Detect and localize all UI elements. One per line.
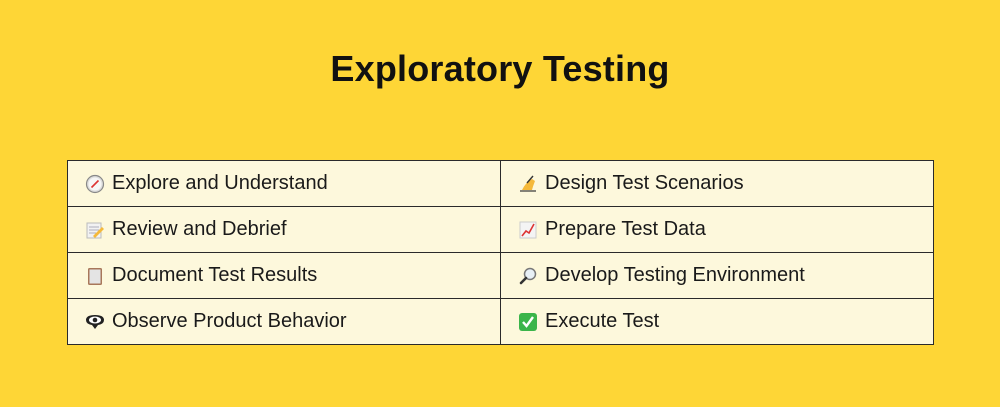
cell-label: Execute Test [545,310,660,332]
chart-increasing-icon [518,220,538,240]
table-cell: Review and Debrief [67,206,501,253]
cell-label: Develop Testing Environment [545,264,805,286]
table-cell: Prepare Test Data [500,206,934,253]
memo-icon [85,220,105,240]
table-cell: Document Test Results [67,252,501,299]
cell-label: Document Test Results [112,264,318,286]
clipboard-icon [85,266,105,286]
magnifying-glass-icon [518,266,538,286]
table-cell: Design Test Scenarios [500,160,934,207]
table-row: Document Test Results Develop Testing En… [67,252,934,299]
compass-icon [85,174,105,194]
table-row: Explore and Understand Design Test Scena… [67,160,934,207]
steps-table: Explore and Understand Design Test Scena… [67,160,934,345]
cell-label: Observe Product Behavior [112,310,347,332]
table-cell: Explore and Understand [67,160,501,207]
table-cell: Observe Product Behavior [67,298,501,345]
table-cell: Develop Testing Environment [500,252,934,299]
check-mark-button-icon [518,312,538,332]
table-row: Review and Debrief Prepare Test Data [67,206,934,253]
cell-label: Prepare Test Data [545,218,706,240]
cell-label: Explore and Understand [112,172,328,194]
table-cell: Execute Test [500,298,934,345]
table-row: Observe Product Behavior Execute Test [67,298,934,345]
writing-hand-icon [518,174,538,194]
cell-label: Design Test Scenarios [545,172,744,194]
page-title: Exploratory Testing [330,48,670,89]
cell-label: Review and Debrief [112,218,287,240]
eye-speech-bubble-icon [85,312,105,332]
